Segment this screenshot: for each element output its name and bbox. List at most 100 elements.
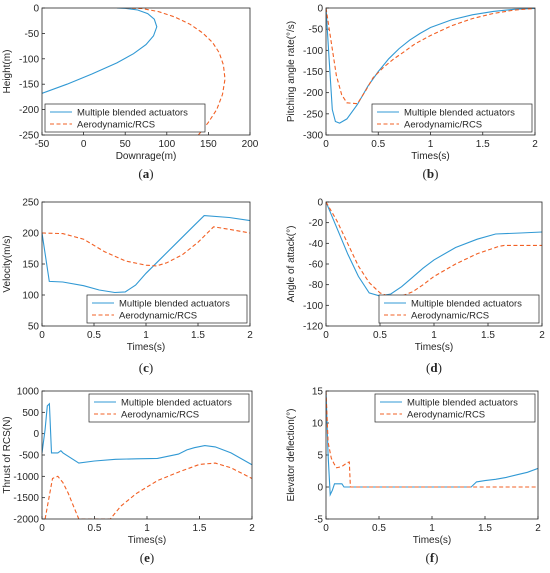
series-line-multiple-blended-actuators	[326, 202, 542, 297]
legend-label: Multiple blended actuators	[119, 299, 230, 310]
x-tick-label: 1.5	[193, 523, 207, 534]
legend: Multiple blended actuatorsAerodynamic/RC…	[371, 103, 533, 133]
y-tick-label: 250	[22, 198, 39, 209]
series-line-aerodynamic-rcs	[125, 8, 226, 135]
series-line-multiple-blended-actuators	[326, 8, 535, 124]
x-tick-label: 1	[428, 139, 434, 150]
y-tick-label: -1000	[13, 472, 39, 483]
legend-box	[371, 103, 533, 133]
legend: Multiple blended actuatorsAerodynamic/RC…	[88, 393, 250, 423]
series-line-aerodynamic-rcs	[326, 391, 538, 488]
x-axis-label: Times(s)	[411, 151, 450, 162]
y-tick-label: -250	[303, 109, 323, 120]
axes-frame	[41, 7, 251, 136]
legend: Multiple blended actuatorsAerodynamic/RC…	[374, 393, 536, 423]
y-tick-label: -80	[309, 280, 324, 291]
x-tick-label: 0.5	[87, 330, 101, 341]
x-axis-label: Times(s)	[415, 342, 454, 353]
legend: Multiple blended actuatorsAerodynamic/RC…	[44, 103, 206, 133]
chart-panel-b: 0 0.5 1 1.5 2 -300 -250 -200 -150 -100 -50 0 Times(s…	[286, 4, 538, 182]
x-tick-label: 150	[200, 139, 217, 150]
y-tick-label: -1500	[13, 493, 39, 504]
y-tick-label: 15	[312, 387, 324, 398]
series-line-aerodynamic-rcs	[44, 462, 252, 519]
x-tick-label: 0.5	[88, 523, 102, 534]
y-tick-label: 500	[22, 408, 39, 419]
y-tick-label: 0	[33, 429, 39, 440]
x-axis-label: Downrage(m)	[116, 151, 177, 162]
y-tick-label: -50	[25, 29, 40, 40]
y-axis-label: Velocity(m/s)	[2, 235, 13, 292]
legend-box	[44, 103, 206, 133]
y-tick-label: -100	[303, 46, 323, 57]
x-tick-label: 200	[242, 139, 259, 150]
panel-label: (e)	[140, 550, 154, 565]
x-tick-label: 1.5	[478, 523, 492, 534]
x-tick-label: 2	[535, 523, 541, 534]
y-tick-label: 0	[33, 4, 39, 15]
chart-panel-c: 0 0.5 1 1.5 250100150200250Times(s)Velocity(…	[2, 198, 253, 376]
y-axis-label: Pitching angle rate(°/s)	[286, 21, 297, 122]
x-tick-label: 0	[323, 330, 329, 341]
legend-box	[378, 294, 540, 324]
y-axis-label: Angle of attack(°)	[286, 226, 297, 303]
y-axis-label: Height(m)	[2, 50, 13, 94]
y-tick-label: -100	[303, 301, 323, 312]
x-tick-label: 2	[532, 139, 538, 150]
y-tick-label: 5	[317, 451, 323, 462]
y-tick-label: -40	[309, 239, 324, 250]
legend-label: Multiple blended actuators	[121, 398, 232, 409]
y-tick-label: -20	[309, 218, 324, 229]
x-tick-label: 1.5	[476, 139, 490, 150]
panel-label: (c)	[139, 360, 153, 375]
axes-frame	[41, 390, 253, 520]
y-tick-label: 150	[22, 260, 39, 271]
y-tick-label: -500	[19, 451, 39, 462]
y-tick-label: 200	[22, 229, 39, 240]
x-tick-label: 0	[81, 139, 87, 150]
x-tick-label: 1	[143, 330, 149, 341]
panel-label: (f)	[425, 550, 438, 565]
series-line-aerodynamic-rcs	[326, 8, 535, 105]
series-line-multiple-blended-actuators	[42, 402, 252, 466]
y-tick-label: 10	[312, 419, 324, 430]
y-tick-label: 0	[317, 483, 323, 494]
y-tick-label: -2000	[13, 515, 39, 526]
legend: Multiple blended actuatorsAerodynamic/RC…	[86, 294, 248, 324]
y-tick-label: 100	[22, 291, 39, 302]
y-axis-label: Thrust of RCS(N)	[2, 416, 13, 493]
series-line-multiple-blended-actuators	[42, 215, 250, 294]
x-axis-label: Times(s)	[127, 342, 166, 353]
y-tick-label: -150	[303, 67, 323, 78]
x-tick-label: 0	[39, 523, 45, 534]
y-tick-label: -200	[303, 88, 323, 99]
x-tick-label: 1.5	[481, 330, 495, 341]
x-tick-label: 2	[249, 523, 255, 534]
x-tick-label: 50	[120, 139, 132, 150]
legend-label: Aerodynamic/RCS	[407, 410, 485, 421]
legend-label: Aerodynamic/RCS	[119, 311, 197, 322]
x-tick-label: 0.5	[372, 523, 386, 534]
x-tick-label: 0	[39, 330, 45, 341]
x-tick-label: 1	[429, 523, 435, 534]
legend-label: Aerodynamic/RCS	[404, 120, 482, 131]
x-axis-label: Times(s)	[128, 535, 167, 546]
legend-label: Multiple blended actuators	[77, 108, 188, 119]
panel-label: (b)	[423, 166, 439, 181]
y-tick-label: -50	[309, 25, 324, 36]
y-tick-label: -250	[19, 131, 39, 142]
chart-panel-d: 0 0.5 1 1.5 2 -120 -100 -80 -60 -40 -20 0 Times(s) An…	[286, 198, 545, 376]
x-tick-label: 0	[323, 523, 329, 534]
panel-label: (a)	[138, 166, 153, 181]
y-axis-label: Elevator deflection(°)	[286, 409, 297, 502]
x-tick-label: 1.5	[191, 330, 205, 341]
y-tick-label: 0	[317, 4, 323, 15]
y-tick-label: -5	[314, 515, 323, 526]
x-tick-label: 100	[158, 139, 175, 150]
axes-frame	[325, 201, 543, 327]
chart-panel-a: -50 0 50 100 150 200 -250 -200 -150 -100 -50 0 Downr…	[2, 4, 259, 182]
y-tick-label: 1000	[17, 387, 40, 398]
series-line-aerodynamic-rcs	[326, 202, 542, 298]
axes-frame	[325, 390, 539, 520]
